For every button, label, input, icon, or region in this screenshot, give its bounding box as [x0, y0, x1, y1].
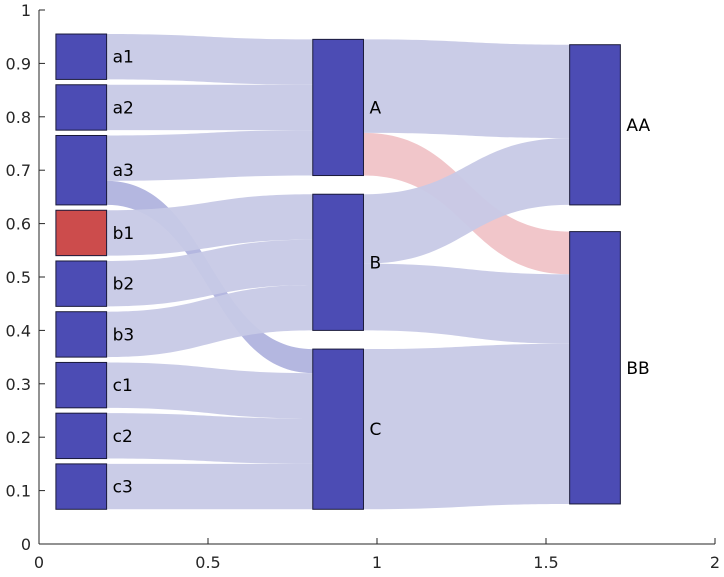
- node-label-a1: a1: [113, 48, 134, 68]
- labels-layer: a1 a2 a3 b1 b2 b3 c1 c2 c3 A B C AA BB: [113, 48, 651, 498]
- y-tick-label: 0.9: [6, 54, 31, 73]
- y-tick-label: 0.2: [6, 428, 31, 447]
- x-tick-label: 0.5: [195, 553, 220, 572]
- node-c2: [55, 412, 108, 460]
- link-C-BB: [363, 343, 570, 510]
- y-tick-label: 0.3: [6, 375, 31, 394]
- y-tick-label: 0.6: [6, 215, 31, 234]
- link-c1-C: [106, 362, 313, 419]
- node-a2: [55, 84, 108, 131]
- link-a2-A: [106, 84, 313, 131]
- node-label-A: A: [369, 98, 381, 118]
- y-tick-label: 0: [21, 535, 31, 554]
- y-tick-label: 0.5: [6, 268, 31, 287]
- node-B: [312, 193, 364, 331]
- node-C: [312, 348, 364, 510]
- y-tick-label: 0.8: [6, 108, 31, 127]
- node-label-a3: a3: [113, 161, 134, 181]
- link-c3-C: [106, 463, 313, 510]
- axes: 0 0.1 0.2 0.3 0.4 0.5 0.6 0.7 0.8 0.9 1 0 0.5 1 1.5 2: [6, 1, 721, 572]
- y-tick-label: 0.7: [6, 161, 31, 180]
- node-label-C: C: [369, 420, 381, 440]
- node-b3: [55, 311, 108, 358]
- node-c3: [55, 463, 108, 510]
- node-label-a2: a2: [113, 98, 134, 118]
- links-layer: [106, 34, 570, 510]
- node-label-AA: AA: [626, 116, 650, 136]
- node-AA: [569, 44, 621, 206]
- node-label-B: B: [369, 253, 381, 273]
- node-b2: [55, 260, 108, 307]
- y-tick-label: 1: [21, 1, 31, 20]
- link-b1-B: [106, 194, 313, 256]
- x-tick-label: 2: [710, 553, 720, 572]
- x-tick-label: 0: [34, 553, 44, 572]
- y-tick-label: 0.4: [6, 321, 31, 340]
- link-B-BB: [363, 263, 570, 344]
- node-label-b2: b2: [113, 275, 135, 295]
- node-label-c1: c1: [113, 376, 133, 396]
- link-a1-A: [106, 34, 313, 85]
- node-label-c3: c3: [113, 478, 133, 498]
- node-a1: [55, 33, 108, 80]
- node-label-b3: b3: [113, 325, 135, 345]
- node-c1: [55, 361, 108, 409]
- x-tick-label: 1.5: [533, 553, 558, 572]
- node-label-BB: BB: [626, 359, 649, 379]
- node-BB: [569, 231, 621, 505]
- link-a3-A: [106, 130, 313, 181]
- node-a3: [55, 134, 108, 206]
- node-A: [312, 38, 364, 177]
- link-b3-B: [106, 285, 313, 358]
- link-b2-B: [106, 239, 313, 307]
- node-label-c2: c2: [113, 427, 133, 447]
- node-b1: [55, 209, 108, 257]
- link-c2-C: [106, 413, 313, 464]
- node-label-b1: b1: [113, 224, 135, 244]
- y-tick-label: 0.1: [6, 482, 31, 501]
- x-tick-label: 1: [372, 553, 382, 572]
- link-B-AA: [363, 138, 570, 264]
- link-A-AA: [363, 39, 570, 139]
- nodes-layer: [55, 33, 621, 510]
